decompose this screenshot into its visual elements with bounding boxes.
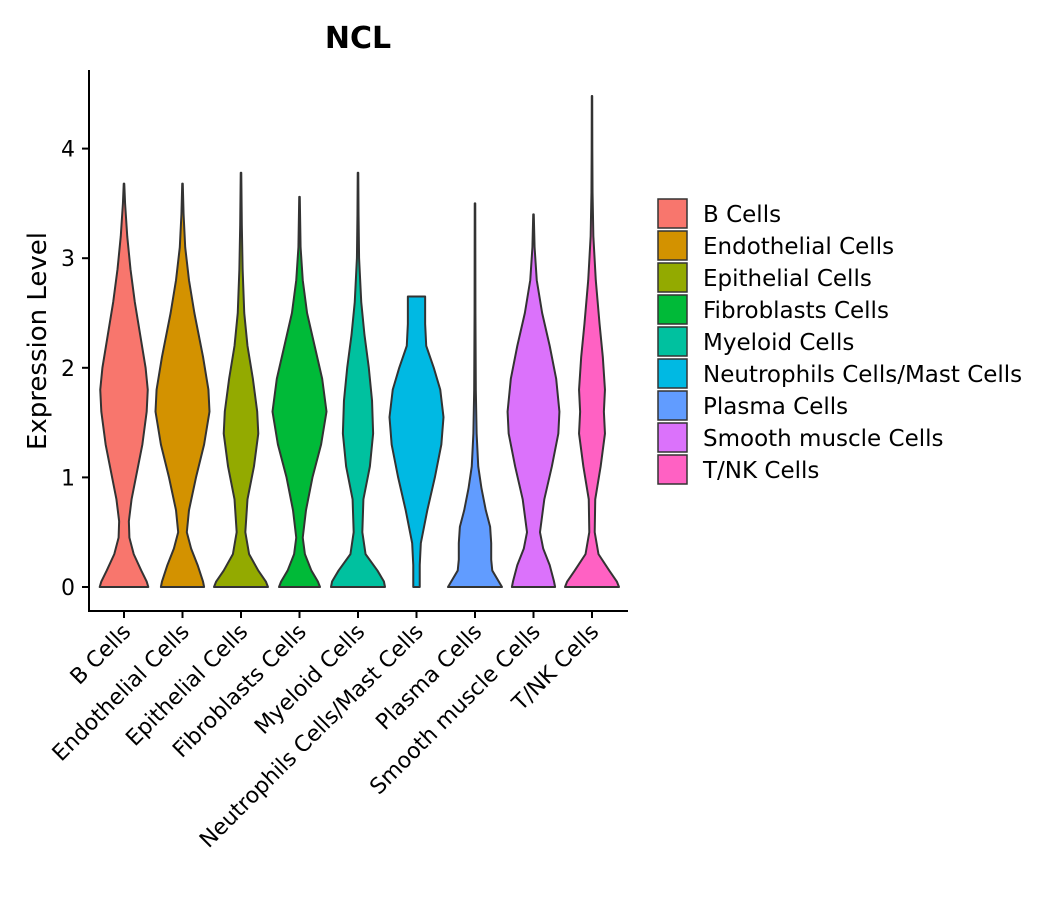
legend-label: Neutrophils Cells/Mast Cells xyxy=(703,362,1022,388)
legend-label: T/NK Cells xyxy=(702,458,819,484)
legend-label: Endothelial Cells xyxy=(703,234,894,260)
y-tick-label: 1 xyxy=(61,466,75,491)
legend-swatch xyxy=(657,326,688,357)
y-axis-label: Expression Level xyxy=(23,232,53,450)
y-tick-label: 2 xyxy=(61,357,75,382)
legend-swatch xyxy=(657,294,688,325)
legend-label: Smooth muscle Cells xyxy=(703,426,944,452)
legend-label: Plasma Cells xyxy=(703,394,848,420)
legend-label: Fibroblasts Cells xyxy=(703,298,889,324)
legend-label: B Cells xyxy=(703,202,781,228)
legend-swatch xyxy=(657,390,688,421)
violin-myeloid-cells xyxy=(330,171,386,588)
legend-swatch xyxy=(657,454,688,485)
legend: B Cells Endothelial Cells Epithelial Cells… xyxy=(657,198,1022,485)
chart-title: NCL xyxy=(325,21,391,56)
legend-label: Myeloid Cells xyxy=(703,330,854,356)
violin-neutrophils-cells-mast-cells xyxy=(388,295,445,588)
legend-swatch xyxy=(657,198,688,229)
violin-b-cells xyxy=(98,182,150,588)
violin-epithelial-cells xyxy=(213,171,269,588)
violin-endothelial-cells xyxy=(154,182,211,588)
y-tick-label: 0 xyxy=(61,576,75,601)
legend-label: Epithelial Cells xyxy=(703,266,872,292)
legend-swatch xyxy=(657,262,688,293)
y-tick-label: 3 xyxy=(61,247,75,272)
legend-swatch xyxy=(657,422,688,453)
violin-smooth-muscle-cells xyxy=(506,213,561,588)
violin-t-nk-cells xyxy=(564,94,620,588)
legend-swatch xyxy=(657,230,688,261)
violin-fibroblasts-cells xyxy=(271,195,328,588)
legend-swatch xyxy=(657,358,688,389)
violin-plasma-cells xyxy=(447,202,503,588)
y-tick-label: 4 xyxy=(61,138,75,163)
